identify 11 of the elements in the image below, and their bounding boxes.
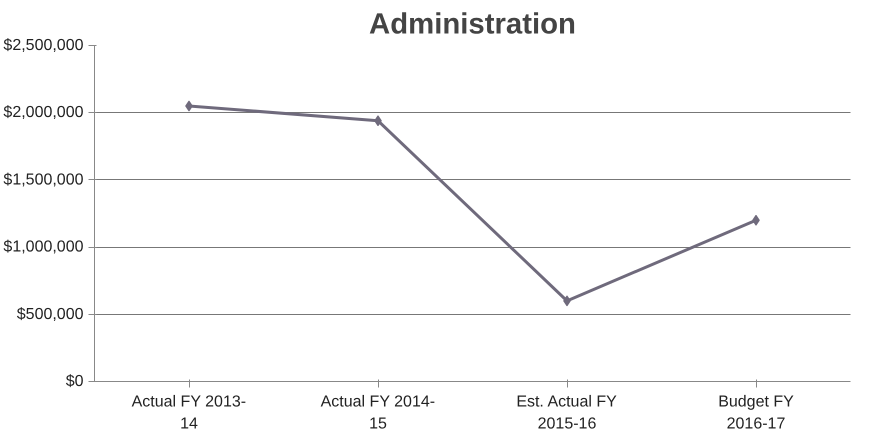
chart-title: Administration [369, 8, 576, 40]
x-tick-label: Actual FY 2014- 15 [320, 394, 436, 433]
y-tick-label: $2,000,000 [3, 104, 84, 122]
y-tick-label: $0 [66, 373, 84, 390]
y-tick-label: $1,000,000 [3, 238, 84, 256]
x-tick-label: Est. Actual FY 2015-16 [516, 394, 618, 433]
y-tick-label: $500,000 [16, 306, 84, 323]
y-tick-label: $1,500,000 [3, 171, 84, 188]
y-tick-label: $2,500,000 [3, 37, 84, 54]
x-tick-label: Actual FY 2013- 14 [132, 394, 246, 433]
x-tick-label: Budget FY 2016-17 [718, 394, 794, 433]
